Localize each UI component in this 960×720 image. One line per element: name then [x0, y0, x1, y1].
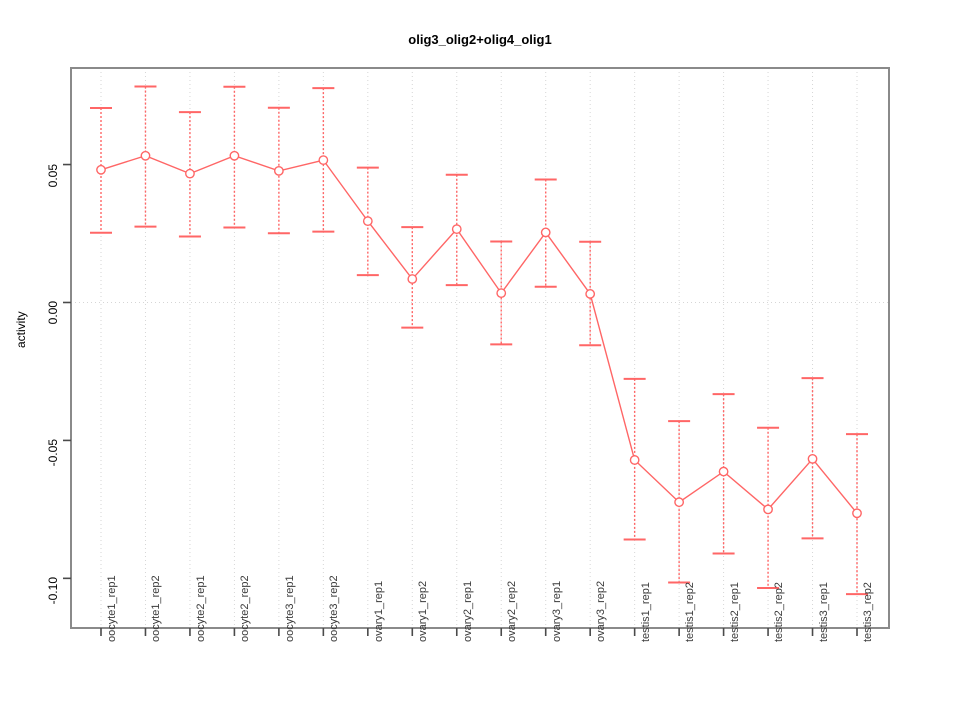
- data-point-marker: [585, 289, 596, 299]
- x-tick-label: ovary3_rep1: [550, 580, 563, 642]
- data-point-marker: [140, 150, 151, 161]
- x-tick-label: testis1_rep2: [684, 582, 697, 642]
- data-point-marker: [496, 288, 507, 299]
- x-tick-label: testis2_rep2: [773, 582, 786, 642]
- x-tick-label: testis3_rep2: [862, 582, 874, 642]
- x-tick-label: ovary2_rep1: [461, 580, 474, 642]
- y-tick-label: -0.05: [46, 439, 60, 467]
- data-point-marker: [674, 497, 685, 508]
- x-tick-label: oocyte3_rep2: [328, 575, 341, 642]
- data-point-marker: [763, 504, 773, 515]
- y-tick-label: 0.05: [46, 163, 60, 187]
- data-point-marker: [407, 274, 418, 284]
- data-point-marker: [629, 455, 640, 465]
- x-tick-label: ovary3_rep2: [595, 580, 608, 642]
- x-axis-ticks: [100, 628, 858, 636]
- x-tick-label: ovary2_rep2: [506, 580, 519, 642]
- x-tick-label: oocyte2_rep1: [194, 575, 207, 642]
- plot-box: [70, 67, 890, 629]
- data-point-marker: [273, 165, 284, 176]
- data-point-marker: [229, 150, 240, 161]
- data-point-marker: [451, 224, 462, 235]
- gridlines: [71, 68, 889, 628]
- data-point-marker: [807, 453, 818, 464]
- x-tick-label: oocyte1_rep1: [106, 575, 118, 642]
- data-point-marker: [362, 216, 373, 227]
- data-point-marker: [318, 155, 329, 166]
- data-point-marker: [718, 466, 729, 477]
- error-bars: [90, 85, 868, 596]
- x-tick-label: testis3_rep1: [817, 582, 830, 642]
- data-point-marker: [96, 164, 106, 175]
- y-tick-label: -0.10: [46, 577, 60, 605]
- series-line: [100, 154, 858, 514]
- y-axis-ticks: [63, 163, 71, 580]
- data-point-marker: [185, 168, 195, 179]
- x-tick-label: ovary1_rep2: [417, 580, 430, 642]
- x-tick-label: oocyte1_rep2: [150, 575, 163, 642]
- data-points: [96, 150, 862, 519]
- x-tick-label: testis1_rep1: [639, 582, 652, 642]
- data-point-marker: [852, 508, 862, 519]
- y-tick-label: 0.00: [46, 301, 60, 325]
- x-tick-label: oocyte2_rep2: [239, 575, 252, 642]
- x-tick-label: oocyte3_rep1: [283, 575, 296, 642]
- data-point-marker: [540, 227, 551, 238]
- x-tick-label: testis2_rep1: [728, 582, 741, 642]
- x-tick-label: ovary1_rep1: [372, 580, 385, 642]
- chart-title: olig3_olig2+olig4_olig1: [408, 32, 552, 47]
